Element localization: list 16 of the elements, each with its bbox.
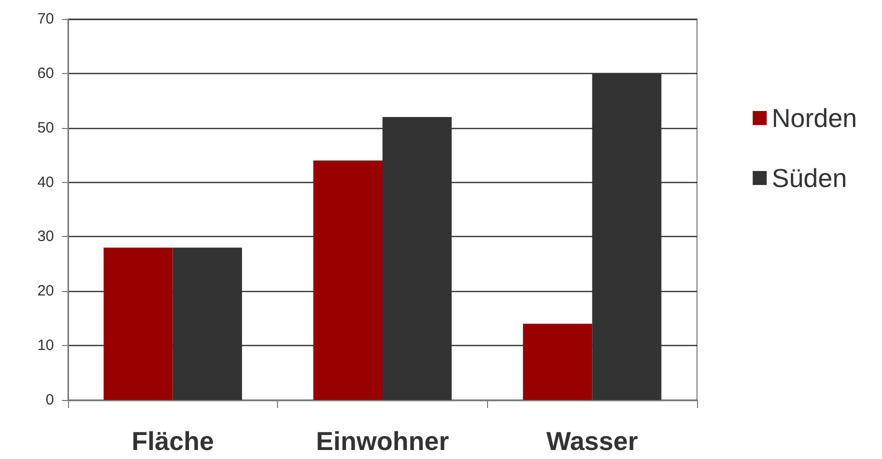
bar (313, 160, 382, 400)
y-tick-label: 40 (37, 174, 54, 191)
y-tick-label: 50 (37, 119, 54, 136)
y-tick-label: 60 (37, 64, 54, 82)
y-tick-label: 70 (37, 10, 54, 28)
x-tick-label: Fläche (132, 426, 214, 456)
legend-label: Süden (772, 163, 847, 193)
y-tick-label: 10 (37, 337, 54, 354)
y-tick-label: 20 (37, 282, 54, 300)
legend-label: Norden (772, 103, 858, 133)
bar (522, 324, 592, 400)
y-tick-label: 30 (37, 228, 54, 246)
y-tick-label: 0 (46, 392, 54, 408)
bar (104, 248, 173, 400)
x-tick-label: Einwohner (316, 426, 449, 456)
x-tick-label: Wasser (546, 426, 638, 456)
